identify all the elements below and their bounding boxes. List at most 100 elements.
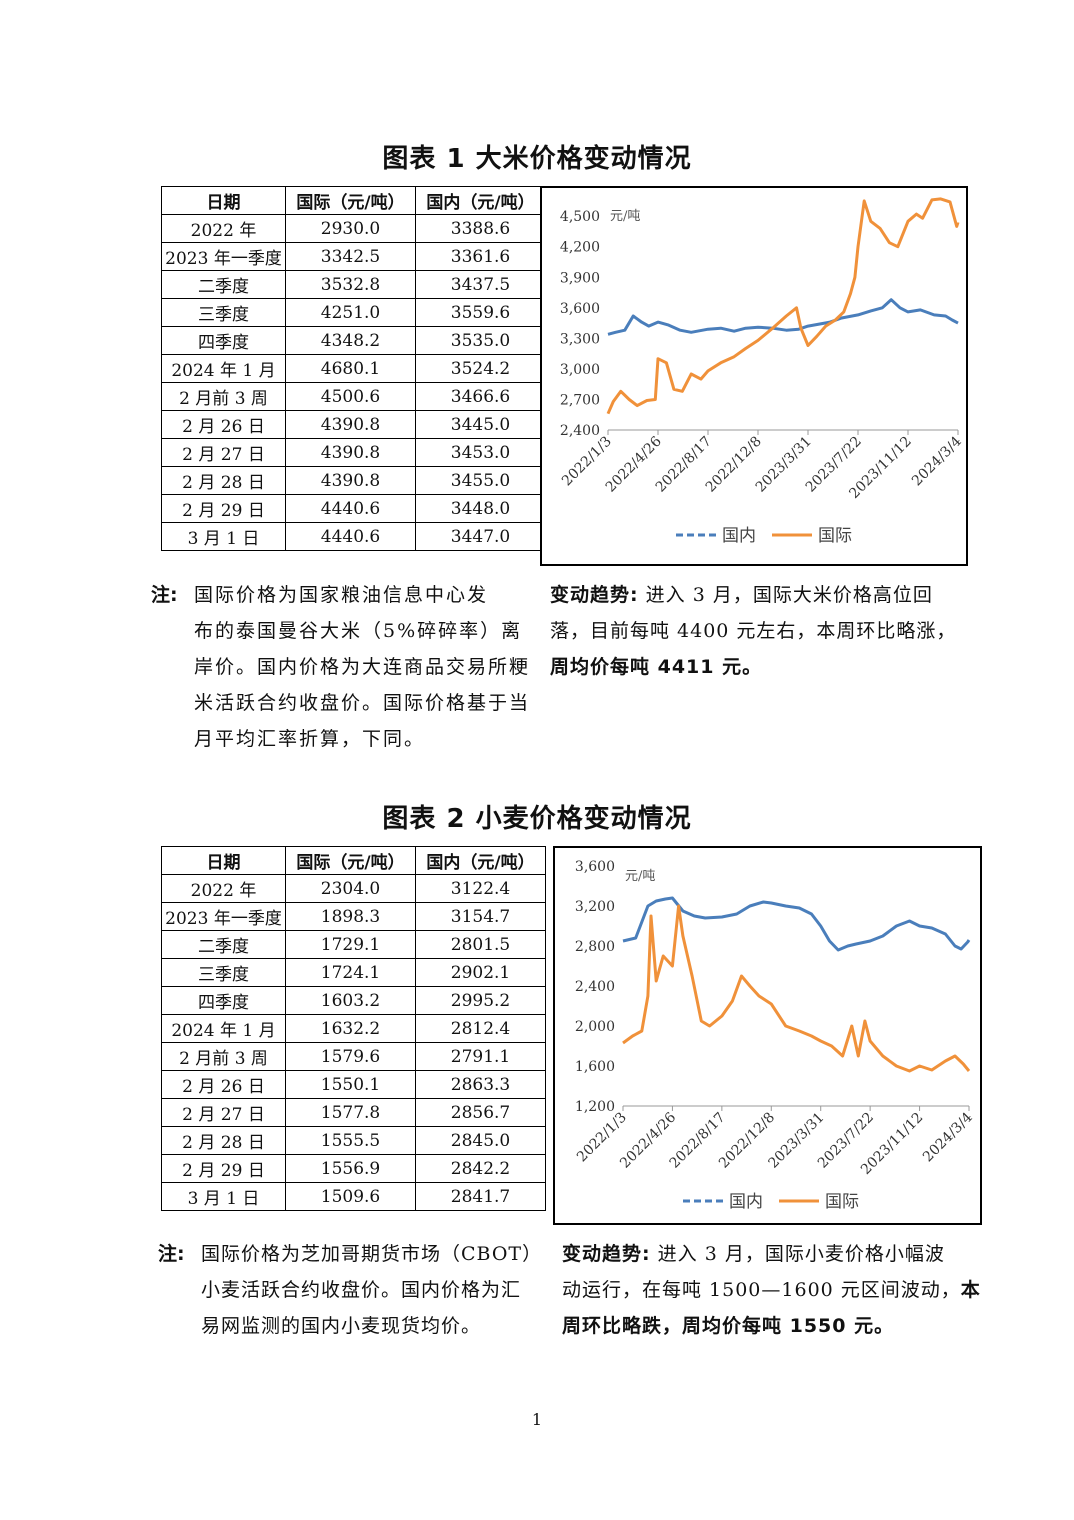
rice-price-line-chart: 2,400 2,700 3,000 3,300 3,600 3,900 4,200 4,500… <box>559 197 965 546</box>
table-row: 二季度 1729.1 2801.5 <box>161 930 546 959</box>
col-header-domestic: 国内（元/吨） <box>415 846 546 875</box>
cell-international: 2304.0 <box>285 874 416 903</box>
legend-label: 国内 <box>729 1192 763 1212</box>
note-line: 易网监测的国内小麦现货均价。 <box>201 1315 482 1337</box>
cell-date: 2 月 27 日 <box>161 438 286 467</box>
fig1-title: 图表 1 大米价格变动情况 <box>382 144 692 174</box>
cell-international: 1555.5 <box>285 1126 416 1155</box>
y-tick-label: 3,000 <box>560 362 600 378</box>
legend-label: 国际 <box>818 526 852 546</box>
y-tick-label: 2,400 <box>575 979 615 995</box>
cell-international: 4251.0 <box>285 298 416 327</box>
cell-date: 2023 年一季度 <box>161 242 286 271</box>
trend-text: 进入 3 月，国际大米价格高位回 <box>638 584 933 606</box>
fig1-note: 注: 国际价格为国家粮油信息中心发 布的泰国曼谷大米（5%碎碎率）离 岸价。国内… <box>151 577 541 757</box>
cell-domestic: 2791.1 <box>415 1042 546 1071</box>
cell-international: 1556.9 <box>285 1154 416 1183</box>
cell-date: 三季度 <box>161 298 286 327</box>
cell-domestic: 2801.5 <box>415 930 546 959</box>
cell-domestic: 2845.0 <box>415 1126 546 1155</box>
cell-domestic: 2842.2 <box>415 1154 546 1183</box>
fig2-wheat-table: 日期 国际（元/吨） 国内（元/吨） 2022 年 2304.0 3122.4 20… <box>161 846 546 1211</box>
cell-date: 2 月 26 日 <box>161 1070 286 1099</box>
cell-domestic: 3361.6 <box>415 242 546 271</box>
cell-international: 4390.8 <box>285 438 416 467</box>
cell-date: 2 月 26 日 <box>161 410 286 439</box>
unit-label: 元/吨 <box>610 209 640 224</box>
note-line: 国际价格为国家粮油信息中心发 <box>194 584 489 606</box>
trend-highlight: 周均价每吨 4411 元。 <box>550 656 763 678</box>
table-row: 2023 年一季度 1898.3 3154.7 <box>161 902 546 931</box>
x-tick-label: 2024/3/4 <box>909 433 965 489</box>
cell-international: 1550.1 <box>285 1070 416 1099</box>
table-row: 2 月 26 日 4390.8 3445.0 <box>161 410 546 439</box>
wheat-price-line-chart: 1,200 1,600 2,000 2,400 2,800 3,200 3,600 元/吨 20… <box>574 859 976 1212</box>
table-row: 三季度 4251.0 3559.6 <box>161 298 546 327</box>
cell-international: 1898.3 <box>285 902 416 931</box>
note-line: 国际价格为芝加哥期货市场（CBOT） <box>201 1243 543 1265</box>
cell-international: 4680.1 <box>285 354 416 383</box>
table-row: 2024 年 1 月 1632.2 2812.4 <box>161 1014 546 1043</box>
trend-highlight: 本 <box>960 1279 981 1301</box>
legend-label: 国内 <box>722 526 756 546</box>
fig2-trend: 变动趋势: 进入 3 月，国际小麦价格小幅波 动运行，在每吨 1500—1600… <box>562 1236 987 1344</box>
cell-international: 1632.2 <box>285 1014 416 1043</box>
series-line-international <box>622 904 971 1073</box>
cell-domestic: 3447.0 <box>415 522 546 551</box>
unit-label: 元/吨 <box>625 869 655 884</box>
cell-date: 2 月前 3 周 <box>161 1042 286 1071</box>
cell-international: 1729.1 <box>285 930 416 959</box>
cell-date: 三季度 <box>161 958 286 987</box>
cell-date: 2022 年 <box>161 214 286 243</box>
col-header-date: 日期 <box>161 846 286 875</box>
cell-international: 3342.5 <box>285 242 416 271</box>
legend-label: 国际 <box>825 1192 859 1212</box>
cell-international: 3532.8 <box>285 270 416 299</box>
cell-domestic: 3455.0 <box>415 466 546 495</box>
y-tick-label: 4,500 <box>560 209 600 225</box>
cell-domestic: 2863.3 <box>415 1070 546 1099</box>
cell-date: 二季度 <box>161 930 286 959</box>
trend-text: 动运行，在每吨 1500—1600 元区间波动， <box>562 1279 961 1301</box>
cell-domestic: 3448.0 <box>415 494 546 523</box>
table-row: 2022 年 2930.0 3388.6 <box>161 214 546 243</box>
cell-date: 二季度 <box>161 270 286 299</box>
trend-highlight: 周环比略跌，周均价每吨 1550 元。 <box>562 1315 895 1337</box>
cell-date: 四季度 <box>161 326 286 355</box>
cell-domestic: 2856.7 <box>415 1098 546 1127</box>
cell-domestic: 2995.2 <box>415 986 546 1015</box>
note-label: 注: <box>158 1243 185 1265</box>
cell-international: 1577.8 <box>285 1098 416 1127</box>
table-row: 2 月 27 日 1577.8 2856.7 <box>161 1098 546 1127</box>
series-line-domestic <box>607 298 959 336</box>
y-tick-label: 2,800 <box>575 939 615 955</box>
table-row: 四季度 4348.2 3535.0 <box>161 326 546 355</box>
cell-international: 4500.6 <box>285 382 416 411</box>
cell-domestic: 3437.5 <box>415 270 546 299</box>
y-tick-label: 2,400 <box>560 423 600 439</box>
cell-date: 2 月 27 日 <box>161 1098 286 1127</box>
cell-international: 1579.6 <box>285 1042 416 1071</box>
cell-date: 2 月 29 日 <box>161 494 286 523</box>
page-number: 1 <box>531 1410 543 1429</box>
trend-label: 变动趋势: <box>562 1243 651 1265</box>
cell-date: 2 月 28 日 <box>161 1126 286 1155</box>
cell-international: 1603.2 <box>285 986 416 1015</box>
cell-date: 3 月 1 日 <box>161 522 286 551</box>
table-row: 3 月 1 日 4440.6 3447.0 <box>161 522 546 551</box>
table-row: 3 月 1 日 1509.6 2841.7 <box>161 1182 546 1211</box>
y-tick-label: 3,600 <box>575 859 615 875</box>
y-tick-label: 2,700 <box>560 392 600 408</box>
y-tick-label: 3,200 <box>575 899 615 915</box>
fig2-note: 注: 国际价格为芝加哥期货市场（CBOT） 小麦活跃合约收盘价。国内价格为汇 易… <box>158 1236 550 1356</box>
series-line-international <box>606 197 960 415</box>
table-row: 2024 年 1 月 4680.1 3524.2 <box>161 354 546 383</box>
y-tick-label: 3,900 <box>560 270 600 286</box>
note-line: 米活跃合约收盘价。国际价格基于当 <box>194 692 531 714</box>
table-row: 2022 年 2304.0 3122.4 <box>161 874 546 903</box>
cell-international: 4440.6 <box>285 522 416 551</box>
trend-text: 落，目前每吨 4400 元左右，本周环比略涨， <box>550 620 957 642</box>
table-row: 2 月前 3 周 1579.6 2791.1 <box>161 1042 546 1071</box>
cell-domestic: 2812.4 <box>415 1014 546 1043</box>
cell-domestic: 3453.0 <box>415 438 546 467</box>
